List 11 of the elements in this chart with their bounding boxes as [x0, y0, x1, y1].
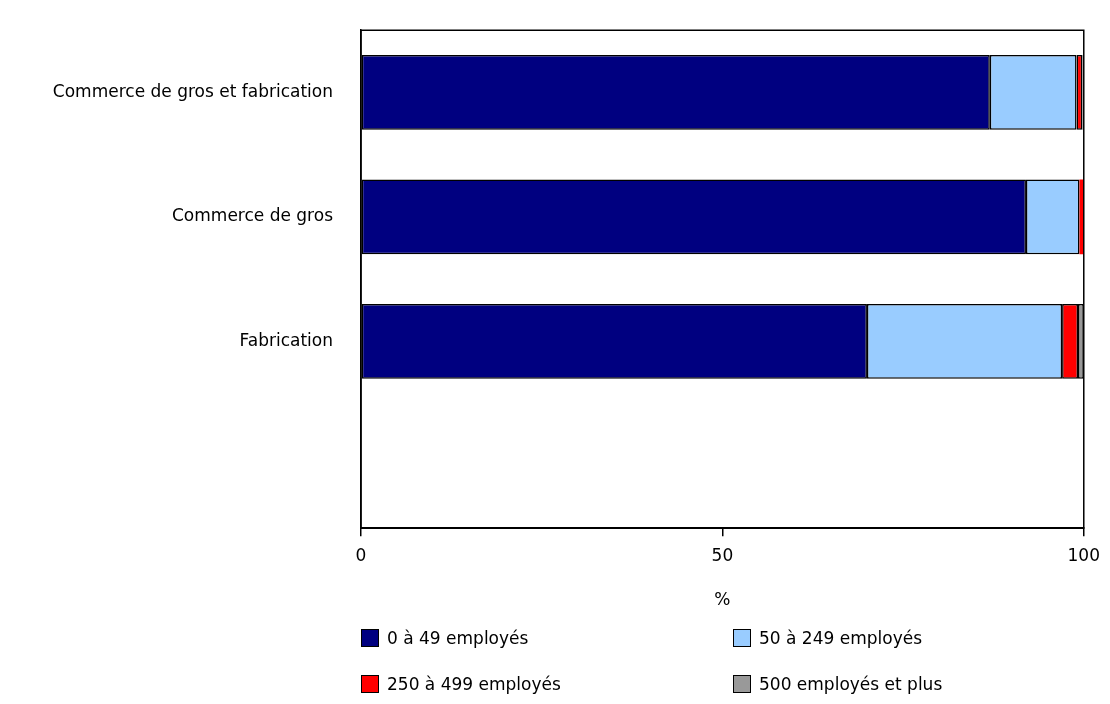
y-tick-label: Commerce de gros — [172, 205, 334, 226]
y-tick-label: Commerce de gros et fabrication — [52, 80, 333, 101]
y-tick-label: Fabrication — [239, 329, 333, 350]
legend-label: 50 à 249 employés — [759, 628, 923, 648]
legend-label: 0 à 49 employés — [387, 628, 529, 648]
x-tick-label: 50 — [711, 544, 734, 565]
x-tick-label: 100 — [1067, 544, 1100, 565]
x-tick-label: 0 — [355, 544, 367, 565]
legend-label: 500 employés et plus — [759, 674, 943, 694]
x-axis-title: % — [714, 589, 731, 610]
legend-label: 250 à 499 employés — [387, 674, 561, 694]
